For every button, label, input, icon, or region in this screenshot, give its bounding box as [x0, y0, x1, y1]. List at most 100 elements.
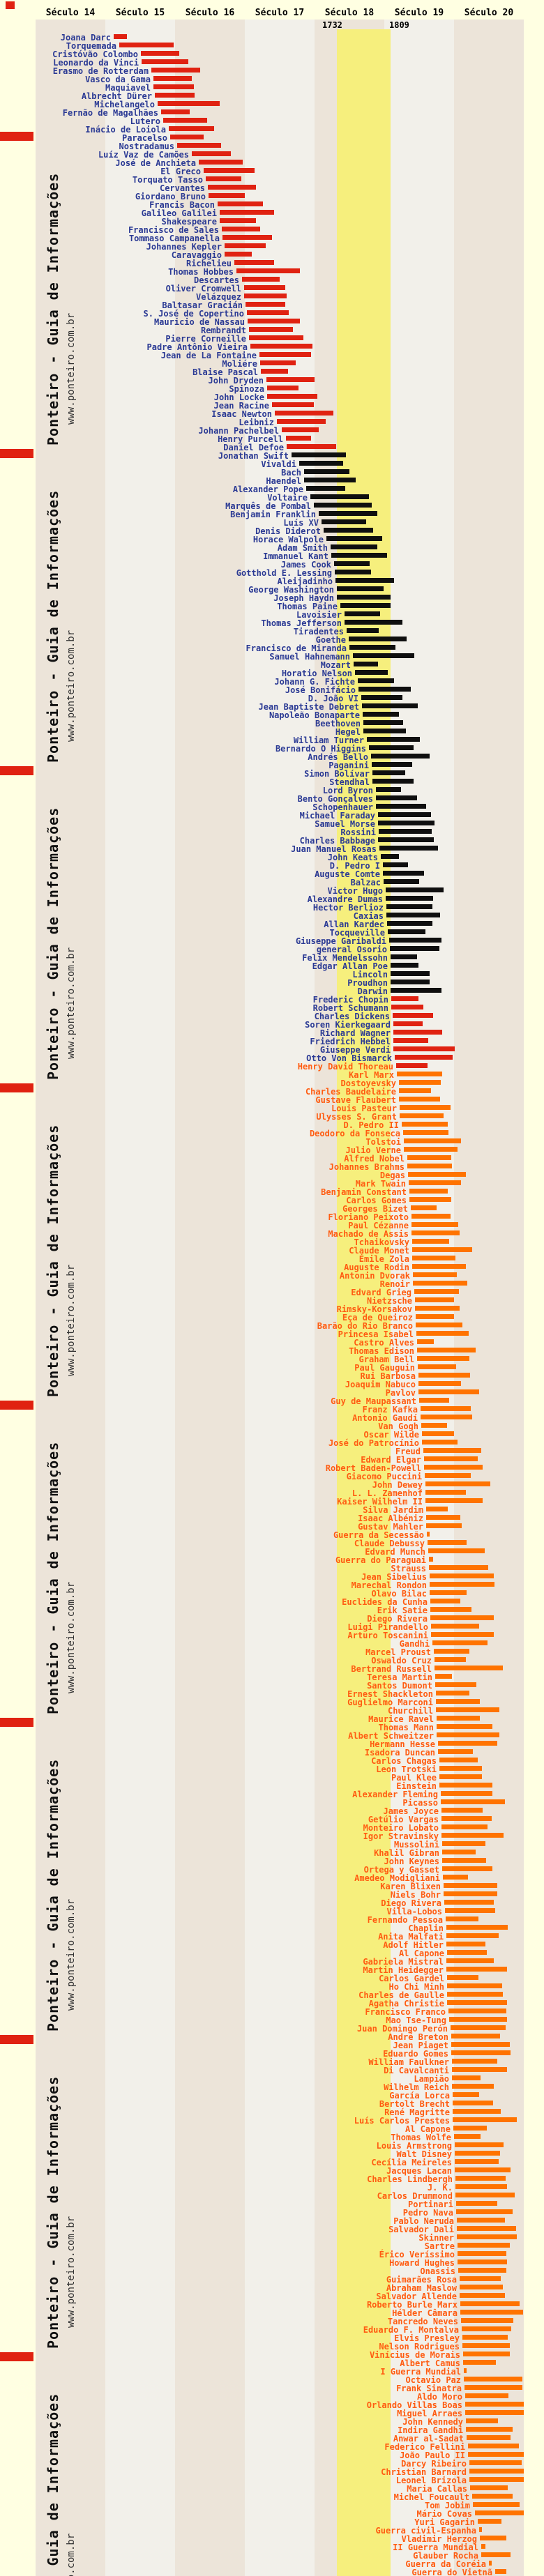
person-label[interactable]: Caxias: [353, 911, 384, 921]
person-label[interactable]: Floriano Peixoto: [328, 1212, 409, 1222]
person-label[interactable]: Goethe: [315, 635, 346, 645]
person-label[interactable]: L. L. Zamenhof: [352, 1488, 423, 1498]
person-label[interactable]: Alexander Fleming: [352, 1790, 438, 1799]
person-label[interactable]: Mark Twain: [355, 1179, 406, 1189]
person-label[interactable]: Johannes Kepler: [146, 242, 222, 252]
person-label[interactable]: John Dewey: [372, 1480, 423, 1490]
person-label[interactable]: García Lorca: [389, 2091, 450, 2101]
person-label[interactable]: Bertrand Russell: [351, 1664, 432, 1674]
person-label[interactable]: Bach: [281, 468, 301, 478]
person-label[interactable]: George Washington: [248, 585, 334, 595]
person-label[interactable]: Monteiro Lobato: [363, 1823, 439, 1833]
person-label[interactable]: Horatio Nelson: [281, 669, 352, 678]
person-label[interactable]: Leon Trotski: [376, 1765, 437, 1774]
person-label[interactable]: Juan Manuel Rosas: [291, 844, 377, 854]
person-label[interactable]: Felix Mendelssohn: [302, 953, 388, 963]
person-label[interactable]: Franz Kafka: [362, 1405, 418, 1415]
person-label[interactable]: Jean Sibelius: [361, 1572, 427, 1582]
person-label[interactable]: El Greco: [160, 167, 201, 176]
person-label[interactable]: Voltaire: [267, 493, 308, 503]
person-label[interactable]: Auguste Comte: [315, 869, 380, 879]
person-label[interactable]: Tolstoi: [365, 1137, 401, 1147]
person-label[interactable]: Padre Antônio Vieira: [146, 342, 248, 352]
person-label[interactable]: Indira Gandhi: [398, 2425, 463, 2435]
person-label[interactable]: Proudhon: [347, 978, 388, 988]
person-label[interactable]: Michel Foucault: [393, 2492, 469, 2502]
person-label[interactable]: Jean de La Fontaine: [160, 351, 257, 360]
person-label[interactable]: Anita Malfati: [378, 1932, 444, 1942]
person-label[interactable]: Thomas Wolfe: [391, 2133, 451, 2142]
person-label[interactable]: John Locke: [213, 393, 264, 402]
person-label[interactable]: Adam Smith: [277, 543, 328, 553]
person-label[interactable]: Giordano Bruno: [135, 192, 206, 201]
person-label[interactable]: Vasco da Gama: [85, 75, 151, 84]
person-label[interactable]: Leibniz: [239, 418, 274, 427]
person-label[interactable]: Darwin: [357, 986, 388, 996]
person-label[interactable]: Thomas Paine: [277, 602, 338, 611]
person-label[interactable]: Rossini: [340, 828, 376, 837]
person-label[interactable]: Paracelso: [121, 133, 167, 143]
person-label[interactable]: Getúlio Vargas: [368, 1815, 439, 1824]
person-label[interactable]: Frederic Chopin: [312, 995, 388, 1005]
person-label[interactable]: Vladimir Herzog: [401, 2534, 477, 2544]
person-label[interactable]: Paul Klee: [391, 1773, 437, 1783]
person-label[interactable]: Kaiser Wilhelm II: [337, 1497, 423, 1507]
person-label[interactable]: Paul Cézanne: [348, 1221, 409, 1230]
person-label[interactable]: Vinícius de Morais: [369, 2350, 460, 2360]
person-label[interactable]: William Turner: [293, 736, 364, 745]
person-label[interactable]: Rembrandt: [200, 326, 246, 335]
person-label[interactable]: Vivaldi: [261, 459, 296, 469]
person-label[interactable]: Bertolt Brecht: [379, 2099, 450, 2109]
person-label[interactable]: Jonathan Swift: [218, 451, 289, 461]
person-label[interactable]: Howard Hughes: [389, 2258, 455, 2268]
person-label[interactable]: Freud: [395, 1447, 421, 1456]
person-label[interactable]: Igor Stravinsky: [363, 1831, 439, 1841]
person-label[interactable]: Samuel Hahnemann: [269, 652, 350, 662]
person-label[interactable]: Lord Byron: [322, 786, 373, 795]
person-label[interactable]: Barão do Rio Branco: [317, 1321, 413, 1331]
person-label[interactable]: Nostradamus: [119, 142, 174, 151]
person-label[interactable]: Mozart: [320, 660, 351, 670]
person-label[interactable]: Francis Bacon: [149, 200, 215, 210]
person-label[interactable]: Richard Wagner: [319, 1028, 391, 1038]
sidebar-url-link[interactable]: www.ponteiro.com.br: [66, 630, 77, 742]
person-label[interactable]: Dostoyevsky: [340, 1079, 396, 1088]
person-label[interactable]: Octavio Paz: [405, 2375, 461, 2385]
person-label[interactable]: Skinner: [418, 2233, 454, 2243]
person-label[interactable]: Di Cavalcanti: [384, 2066, 449, 2075]
person-label[interactable]: Tancredo Neves: [387, 2317, 458, 2326]
person-label[interactable]: James Cook: [280, 560, 331, 570]
person-label[interactable]: Francisco de Sales: [128, 225, 219, 235]
person-label[interactable]: Tommaso Campanella: [128, 234, 220, 243]
person-label[interactable]: Charles Dickens: [314, 1012, 390, 1021]
person-label[interactable]: Tocqueville: [329, 928, 385, 938]
person-label[interactable]: Carlos Gardel: [379, 1974, 444, 1983]
person-label[interactable]: Deodoro da Fonseca: [309, 1129, 400, 1138]
person-label[interactable]: Anwar al-Sadat: [393, 2434, 464, 2444]
person-label[interactable]: Balzac: [350, 878, 381, 887]
person-label[interactable]: Maquiavel: [105, 83, 151, 93]
person-label[interactable]: Diego Rivera: [381, 1898, 441, 1908]
person-label[interactable]: Elvis Presley: [394, 2333, 460, 2343]
person-label[interactable]: Johann Pachelbel: [198, 426, 279, 436]
person-label[interactable]: Antonin Dvorak: [339, 1271, 410, 1281]
person-label[interactable]: Hector Berlioz: [312, 903, 384, 913]
person-label[interactable]: Leonardo da Vinci: [53, 58, 139, 68]
person-label[interactable]: Isaac Albéniz: [358, 1514, 423, 1523]
person-label[interactable]: Albert Camus: [400, 2358, 460, 2368]
person-label[interactable]: Albrecht Dürer: [81, 91, 152, 101]
person-label[interactable]: Maria Callas: [407, 2484, 467, 2494]
person-label[interactable]: Cristóvão Colombo: [52, 49, 138, 59]
person-label[interactable]: Velázquez: [195, 292, 241, 302]
person-label[interactable]: Friedrich Hebbel: [310, 1037, 391, 1046]
person-label[interactable]: Nietzsche: [366, 1296, 412, 1306]
person-label[interactable]: Julio Verne: [345, 1145, 401, 1155]
person-label[interactable]: Érico Veríssimo: [379, 2250, 455, 2259]
person-label[interactable]: Giacomo Puccini: [346, 1472, 422, 1481]
person-label[interactable]: Guerra da Coréia: [405, 2559, 486, 2569]
person-label[interactable]: Silva Jardim: [363, 1505, 423, 1515]
person-label[interactable]: Chaplin: [408, 1923, 444, 1933]
person-label[interactable]: Hermann Hesse: [370, 1739, 435, 1749]
person-label[interactable]: Thomas Hobbes: [168, 267, 234, 277]
person-label[interactable]: Walt Disney: [396, 2149, 452, 2159]
